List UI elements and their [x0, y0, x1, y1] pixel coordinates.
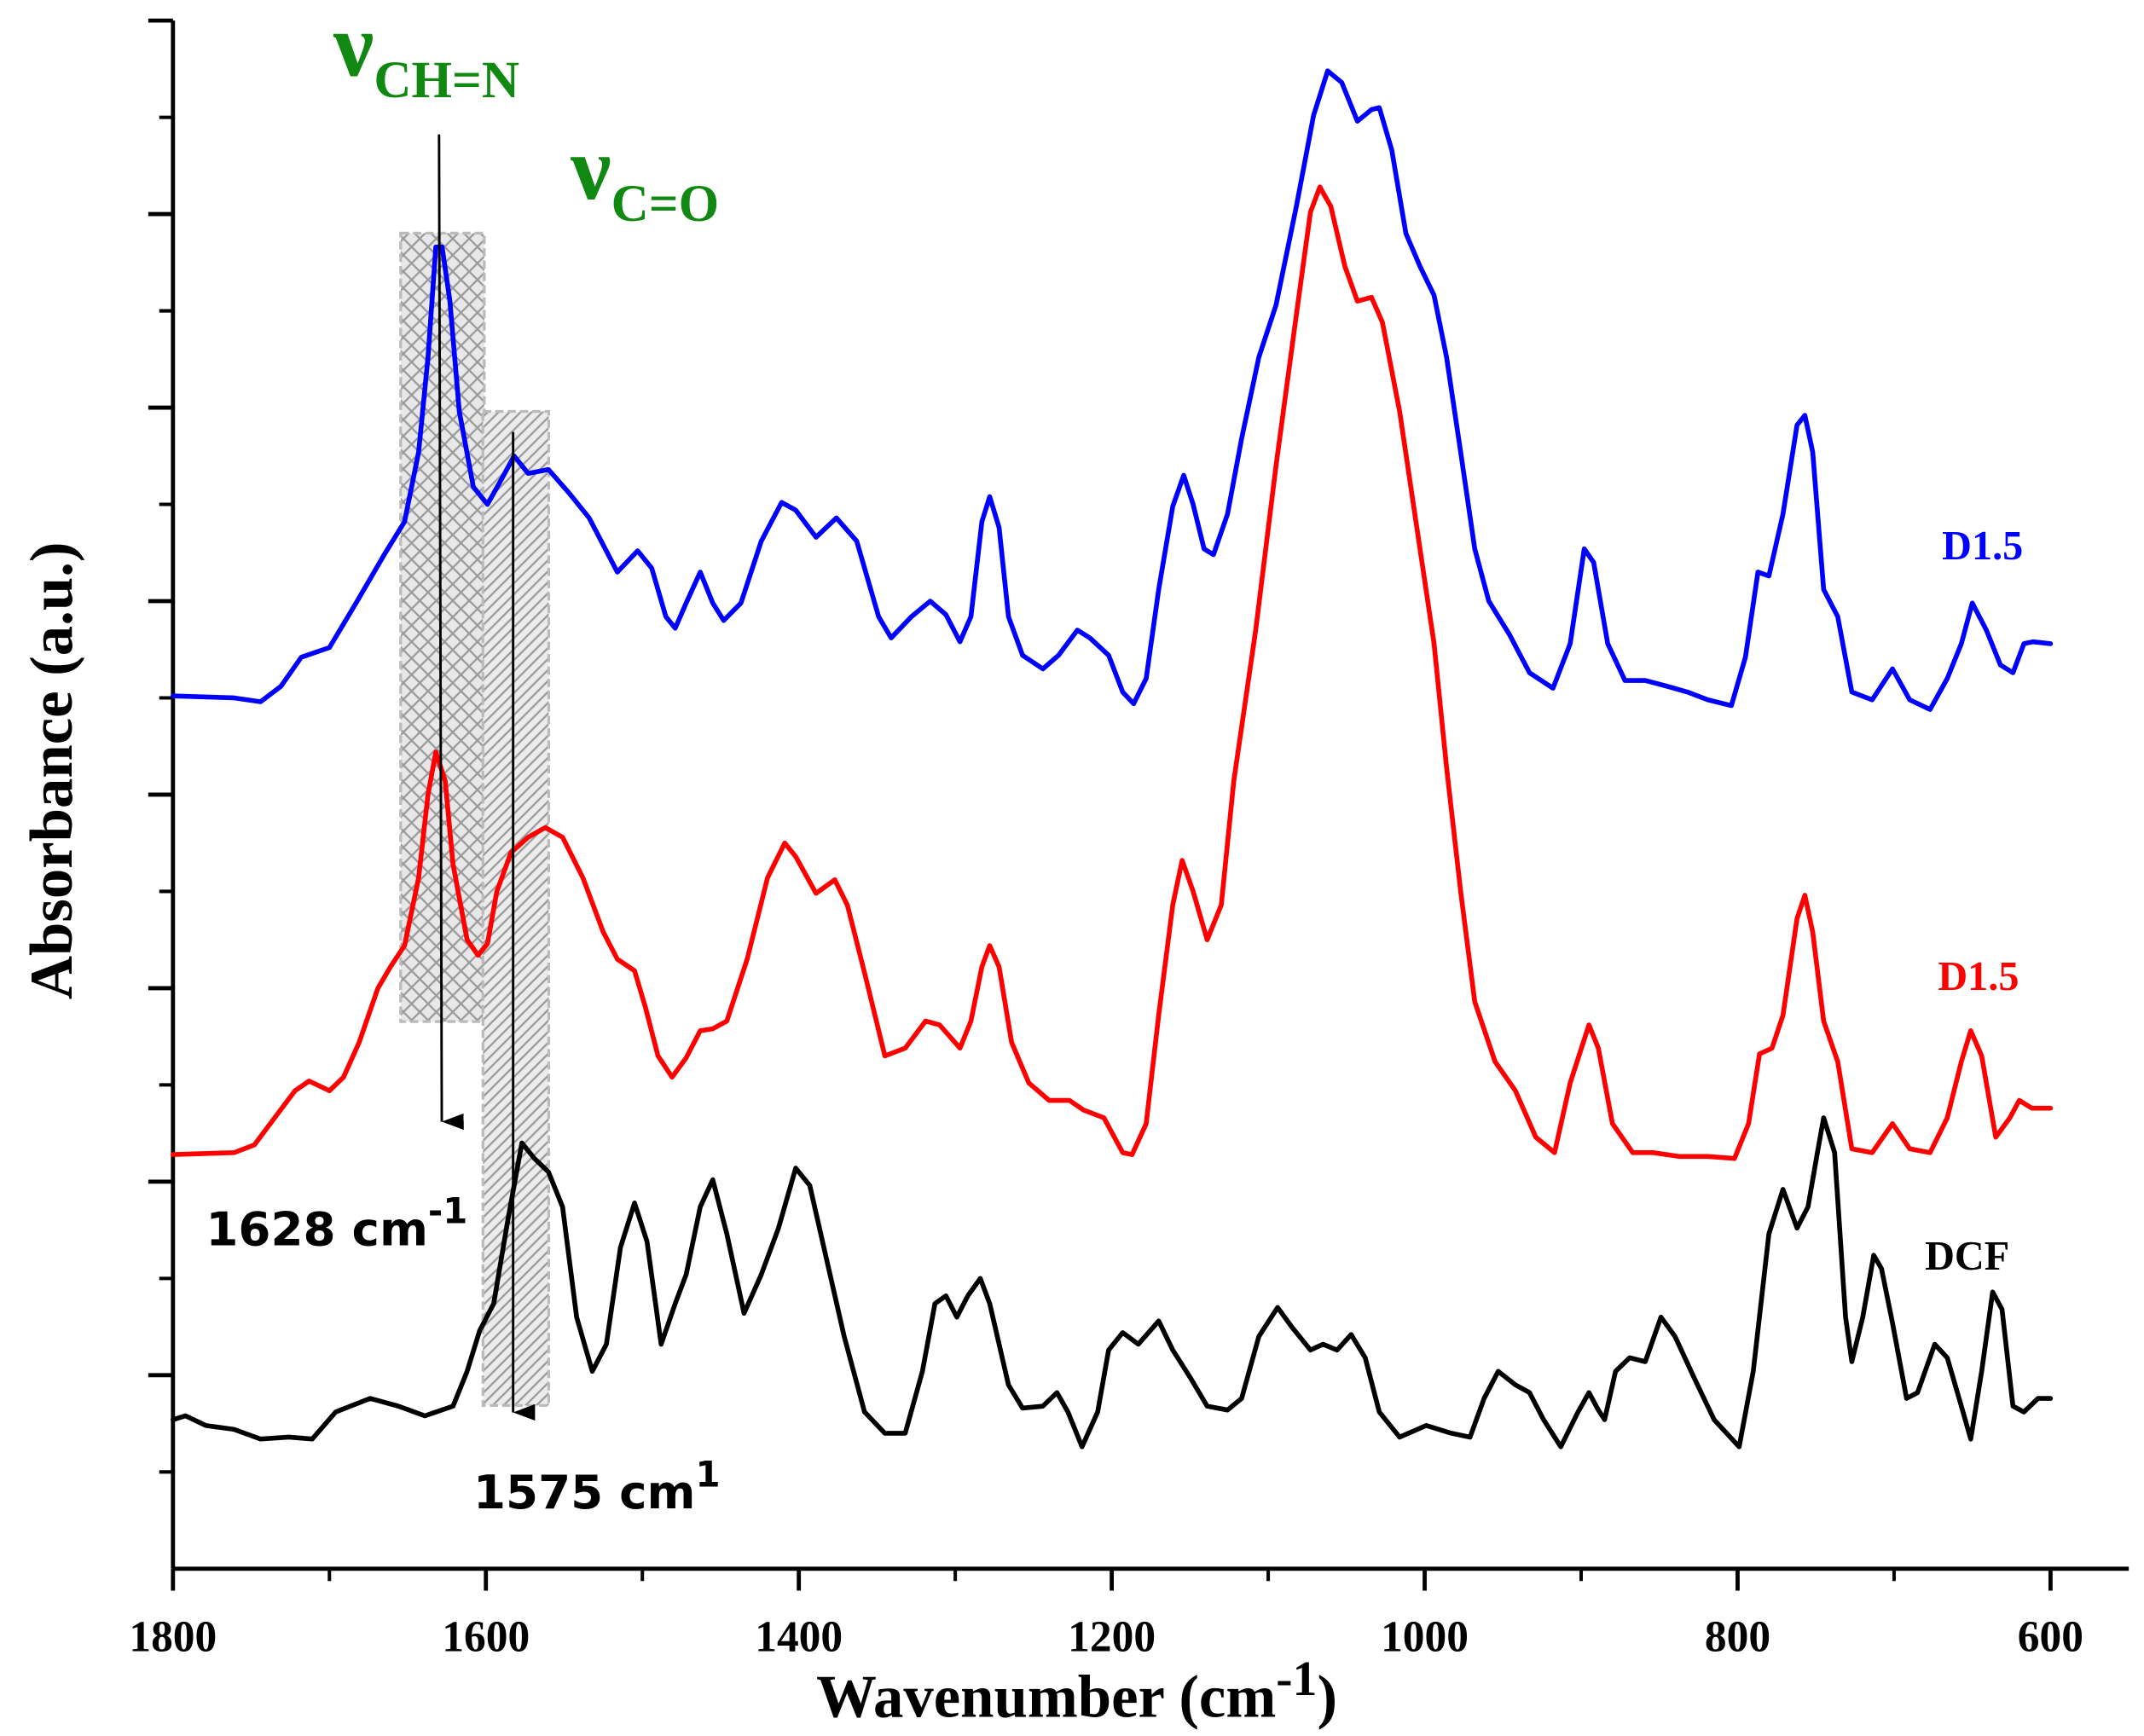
x-tick-label: 1600: [442, 1612, 530, 1661]
series-label: DCF: [1925, 1234, 2009, 1279]
x-tick-label: 800: [1705, 1612, 1770, 1661]
plot-area: 1800 1600 1400 1200 1000 800 600 D1.5 D1.5 DCF: [129, 18, 2130, 1661]
x-axis-label: Wavenumber (cm-1): [816, 1651, 1337, 1731]
annotation: νC=O: [570, 118, 719, 233]
spectrum-line: [171, 184, 2054, 1161]
annotation-text: 1575 cm: [473, 1465, 696, 1519]
annotation-sup: 1: [696, 1453, 721, 1495]
annotation-symbol: ν: [333, 0, 374, 95]
spectrum-line: [171, 68, 2054, 712]
arrow: [437, 134, 464, 1131]
series-label: D1.5: [1942, 524, 2023, 569]
annotation-sub: CH=N: [374, 52, 519, 109]
x-tick-label: 1400: [755, 1612, 843, 1661]
annotation: 1575 cm1: [473, 1453, 721, 1519]
annotation-text: 1628 cm: [206, 1201, 427, 1256]
x-tick-label: 1000: [1381, 1612, 1469, 1661]
annotation: 1628 cm-1: [206, 1190, 467, 1257]
series-label: D1.5: [1938, 954, 2019, 999]
x-axis-label-end: ): [1318, 1664, 1338, 1730]
x-tick-label: 1200: [1068, 1612, 1156, 1661]
x-axis-label-text: Wavenumber (cm: [816, 1664, 1276, 1730]
x-tick-label: 1800: [129, 1612, 217, 1661]
x-axis-label-sup: -1: [1276, 1651, 1317, 1706]
x-tick-label: 600: [2018, 1612, 2083, 1661]
annotation-sub: C=O: [611, 176, 720, 233]
spectrum-line: [171, 1115, 2054, 1450]
annotation-symbol: ν: [570, 118, 611, 218]
annotation: νCH=N: [333, 0, 519, 109]
y-axis-label: Absorbance (a.u.): [19, 542, 85, 1000]
annotation-sup: -1: [428, 1190, 467, 1232]
